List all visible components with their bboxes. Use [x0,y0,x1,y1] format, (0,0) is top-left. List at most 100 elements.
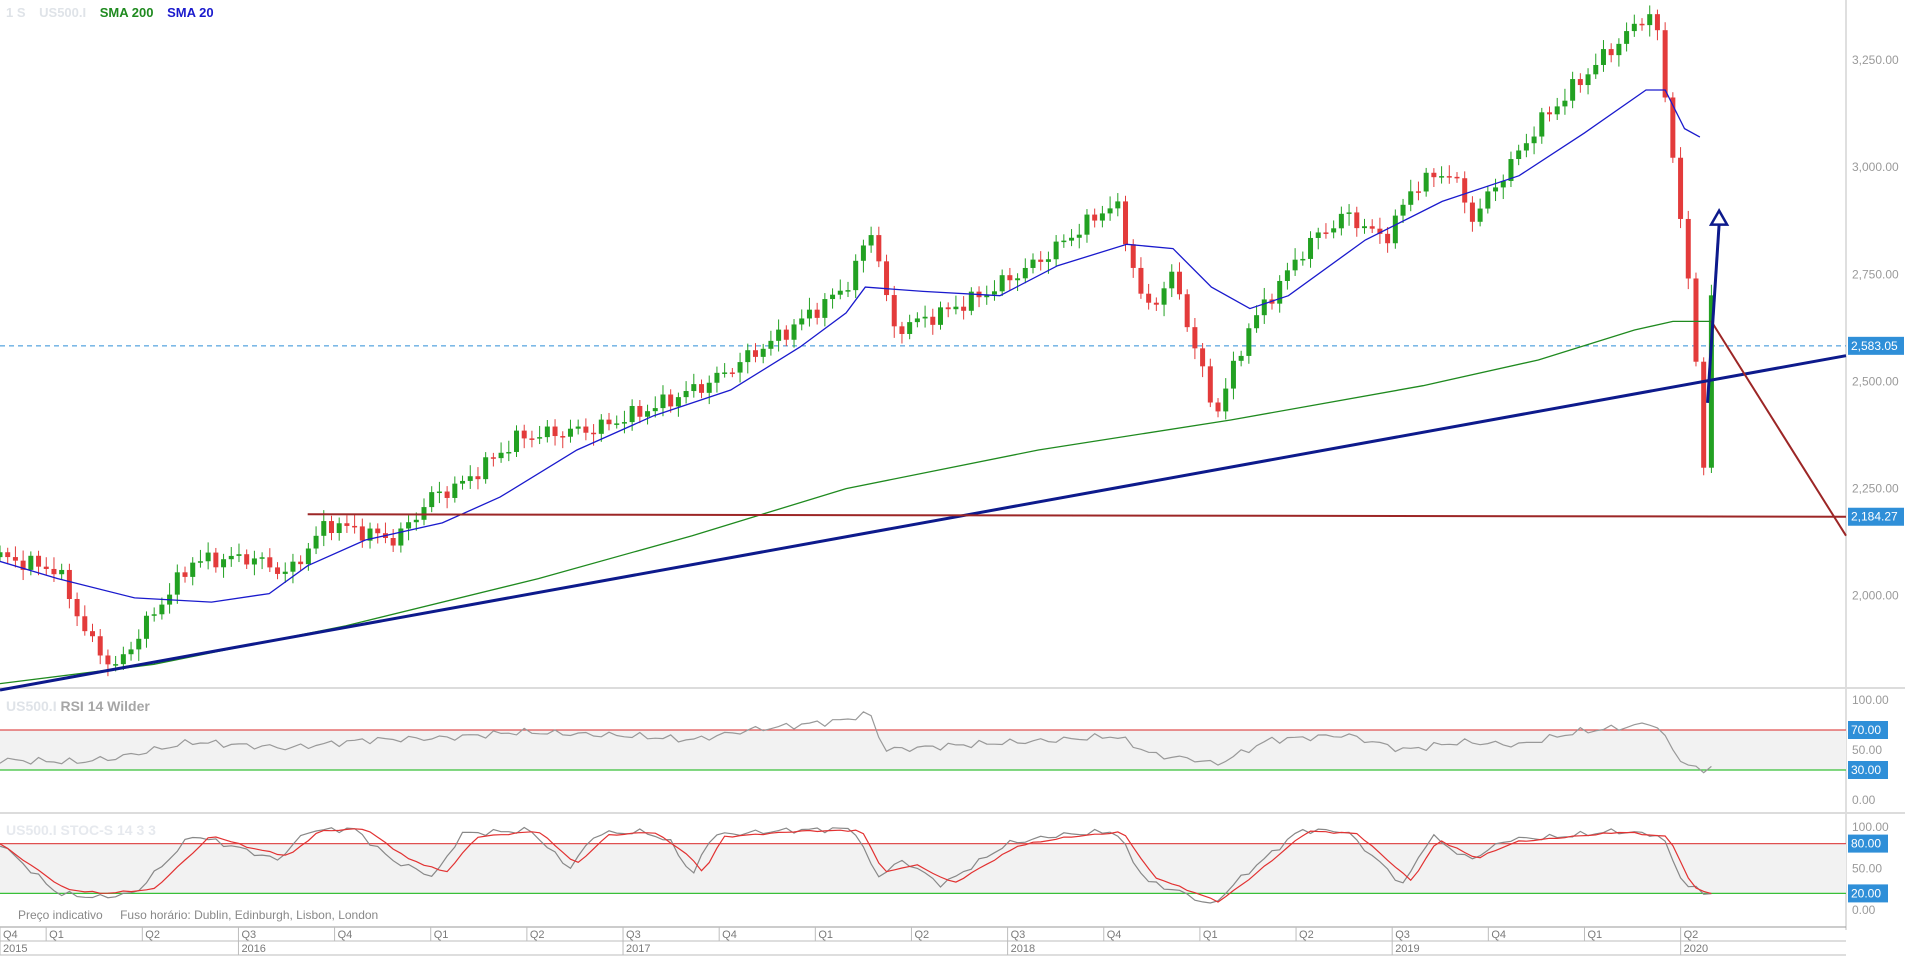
candle-body [66,569,72,600]
candle-body [1015,278,1021,281]
stoc-label[interactable]: STOC-S 14 3 3 [60,822,156,838]
candle-body [1469,202,1475,222]
stoch-k-line [0,826,1712,904]
candle-body [1346,212,1352,214]
candle-body [1547,112,1553,115]
candle-body [683,391,689,398]
price-tick-label: 3,000.00 [1852,160,1899,174]
candle-body [1192,327,1198,349]
candle-body [814,309,820,318]
level-badge [1848,721,1888,739]
stochastic-panel: 0.00 50.00 100.00 80.00 20.00 [0,820,1889,917]
candle-body [483,457,489,480]
oscillator-tick-label: 0.00 [1852,903,1876,917]
candle-body [1230,360,1236,389]
timezone-note: Fuso horário: Dublin, Edinburgh, Lisbon,… [120,908,379,922]
candle-body [236,554,242,556]
candle-body [59,569,65,575]
candle-body [984,294,990,298]
candle-body [344,523,350,526]
price-panel: 2,000.00 2,250.00 2,500.00 2,750.00 3,000.00… [0,0,1905,930]
chart-legend: 1 S US500.I SMA 200 SMA 20 [6,5,224,20]
candle-body [1408,191,1414,205]
candle-body [352,525,358,528]
candle-body [506,451,512,454]
candle-body [1161,288,1167,305]
candle-body [1500,180,1506,188]
candle-body [390,538,396,546]
rsi-line [0,711,1712,774]
candle-body [621,422,627,424]
candle-body [884,261,890,296]
candle-body [182,572,188,577]
candle-body [991,291,997,295]
legend-sma20[interactable]: SMA 20 [167,5,214,20]
candle-body [660,394,666,409]
candle-body [1207,366,1213,403]
candle-body [1454,176,1460,179]
candle-body [1369,226,1375,229]
candle-body [1392,215,1398,244]
candle-body [1261,299,1267,316]
candle-body [706,382,712,393]
candle-body [1439,176,1445,178]
candle-body [637,405,643,417]
candle-body [1107,208,1113,214]
candle-body [1678,157,1684,219]
period-label: 1 S [6,5,26,20]
candle-body [498,452,504,459]
candle-body [1554,106,1560,115]
candle-body [1053,241,1059,260]
price-marker-label: 2,184.27 [1851,510,1898,524]
candle-body [1570,79,1576,101]
candle-body [1007,275,1013,281]
oscillator-tick-label: 50.00 [1852,743,1882,757]
oscillator-tick-label: 0.00 [1852,793,1876,807]
candle-body [961,306,967,311]
legend-sma200[interactable]: SMA 200 [99,5,154,20]
quarter-label: Q1 [49,929,64,941]
candle-body [1477,208,1483,222]
candle-body [452,483,458,498]
candle-body [12,557,18,561]
candle-body [598,419,604,434]
candle-body [120,654,126,665]
candle-body [197,561,203,563]
candle-body [1184,294,1190,328]
quarter-label: Q1 [1587,929,1602,941]
rising-trendline [0,354,1847,692]
candle-body [1585,74,1591,86]
candle-body [282,571,288,574]
candle-body [174,572,180,595]
candle-body [830,294,836,300]
level-badge [1848,761,1888,779]
candle-body [151,614,157,616]
candle-body [328,521,334,534]
candle-body [321,521,327,536]
candle-body [1099,213,1105,221]
stoc-legend: US500.I STOC-S 14 3 3 [6,822,156,838]
candle-body [429,492,435,508]
candle-body [668,394,674,407]
candle-body [629,405,635,423]
candle-body [1577,79,1583,86]
candlesticks [0,5,1714,677]
quarter-label: Q3 [241,929,256,941]
candle-body [1685,218,1691,279]
candle-body [1415,191,1421,193]
candle-body [367,528,373,541]
candle-body [899,326,905,334]
candle-body [1215,402,1221,412]
candle-body [1562,100,1568,107]
quarter-label: Q2 [145,929,160,941]
candle-body [228,555,234,560]
candle-body [583,426,589,433]
candle-body [1608,49,1614,56]
rsi-label[interactable]: RSI 14 Wilder [60,698,150,714]
candle-body [436,491,442,494]
candle-body [614,423,620,425]
candle-body [945,307,951,310]
oscillator-band [0,730,1846,770]
candle-body [1061,240,1067,243]
level-badge [1848,884,1888,903]
